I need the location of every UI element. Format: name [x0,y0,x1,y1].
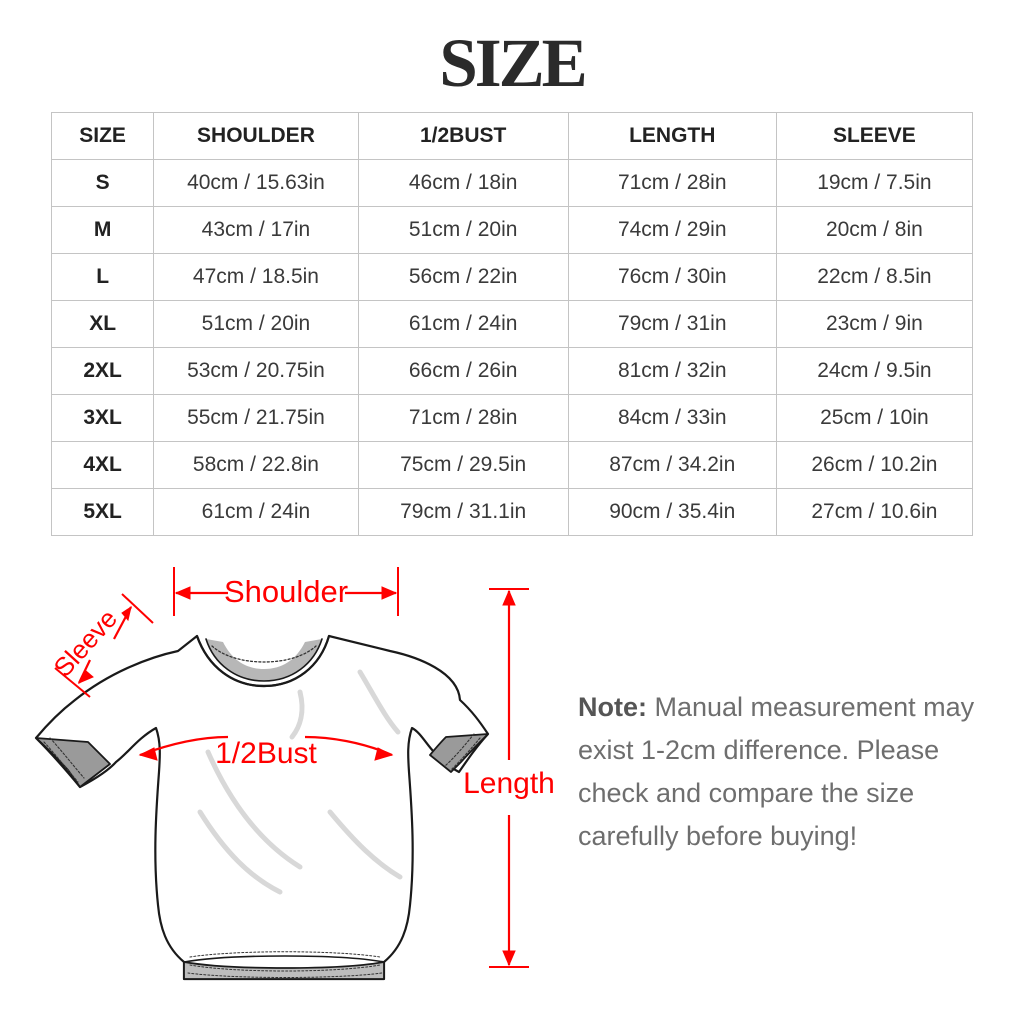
svg-text:1/2Bust: 1/2Bust [215,737,317,770]
svg-text:Length: Length [463,767,555,800]
svg-text:Shoulder: Shoulder [224,574,348,609]
